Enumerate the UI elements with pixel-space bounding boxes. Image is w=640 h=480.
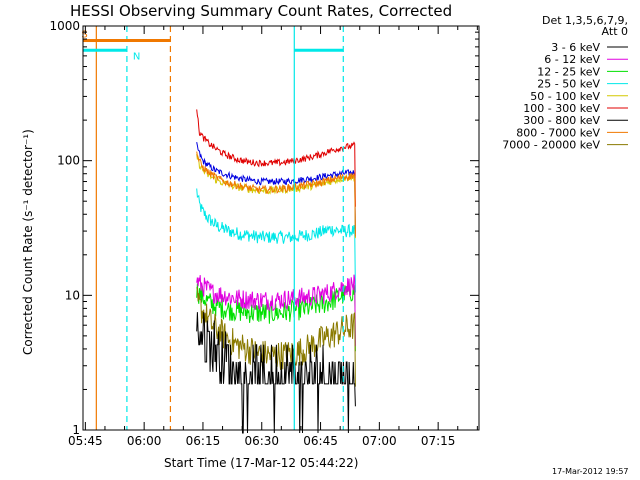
annotation-group: SN [81,26,344,430]
series-line [196,151,356,237]
y-axis-label: Corrected Count Rate (s⁻¹ detector⁻¹) [21,129,35,355]
series-line [196,188,356,293]
series-line [196,109,356,207]
x-tick-label: 06:15 [186,434,221,448]
x-tick-label: 06:45 [303,434,338,448]
legend-entry-label: 800 - 7000 keV [516,126,600,139]
series-line [196,274,356,347]
observing-flag-label: N [133,51,140,62]
series-line [196,281,356,352]
legend-entry-label: 25 - 50 keV [537,78,600,91]
series-line [196,312,356,434]
x-axis-label: Start Time (17-Mar-12 05:44:22) [164,456,358,470]
series-line [196,154,356,239]
legend-entry-label: 50 - 100 keV [530,90,600,103]
y-tick-label: 10 [65,288,80,302]
axes-group: 05:45 06:00 06:15 06:30 06:45 07:00 07:15 1 10 10… [49,19,479,448]
y-tick-label: 1000 [49,19,80,33]
legend-header: Det 1,3,5,6,7,9, [542,14,628,27]
observing-flag-label: S [81,30,87,41]
x-tick-label: 06:00 [127,434,162,448]
chart-title: HESSI Observing Summary Count Rates, Cor… [70,2,452,20]
legend-entry-label: 7000 - 20000 keV [502,139,600,152]
x-tick-label: 07:15 [421,434,456,448]
y-tick-label: 1 [72,423,80,437]
generation-timestamp: 17-Mar-2012 19:57 [552,467,629,476]
series-line [196,142,356,234]
legend-entry-label: 6 - 12 keV [544,53,600,66]
legend-entry-label: 3 - 6 keV [551,41,600,54]
y-tick-label: 100 [57,154,80,168]
x-tick-label: 05:45 [68,434,103,448]
x-tick-label: 07:00 [362,434,397,448]
legend-entry-label: 300 - 800 keV [523,114,600,127]
legend-header: Att 0 [602,25,628,38]
legend-entry-label: 100 - 300 keV [523,102,600,115]
series-group [196,109,356,434]
legend-entry-label: 12 - 25 keV [537,65,600,78]
x-tick-label: 06:30 [244,434,279,448]
